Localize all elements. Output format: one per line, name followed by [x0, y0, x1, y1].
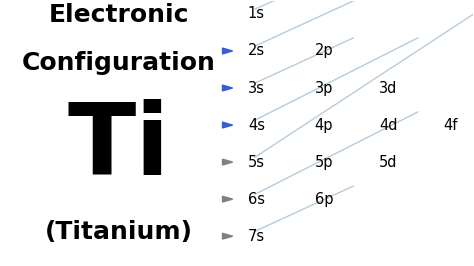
- Polygon shape: [222, 196, 233, 202]
- Text: 4p: 4p: [315, 118, 333, 132]
- Text: (Titanium): (Titanium): [45, 220, 193, 244]
- Text: 5d: 5d: [379, 155, 398, 170]
- Text: 3p: 3p: [315, 81, 333, 95]
- Text: 4s: 4s: [248, 118, 265, 132]
- Text: 3s: 3s: [248, 81, 264, 95]
- Polygon shape: [222, 122, 233, 128]
- Text: 7s: 7s: [248, 229, 265, 244]
- Text: Ti: Ti: [68, 99, 170, 196]
- Text: 5s: 5s: [248, 155, 265, 170]
- Text: Configuration: Configuration: [22, 51, 216, 75]
- Polygon shape: [222, 85, 233, 91]
- Polygon shape: [222, 48, 233, 54]
- Text: 5p: 5p: [315, 155, 333, 170]
- Text: 4d: 4d: [379, 118, 398, 132]
- Text: 6s: 6s: [248, 192, 265, 207]
- Polygon shape: [222, 159, 233, 165]
- Text: 6p: 6p: [315, 192, 333, 207]
- Polygon shape: [222, 233, 233, 239]
- Text: 1s: 1s: [248, 6, 265, 22]
- Text: 2p: 2p: [315, 43, 333, 59]
- Text: 2s: 2s: [248, 43, 265, 59]
- Text: Electronic: Electronic: [49, 3, 189, 27]
- Text: 4f: 4f: [443, 118, 458, 132]
- Text: 3d: 3d: [379, 81, 397, 95]
